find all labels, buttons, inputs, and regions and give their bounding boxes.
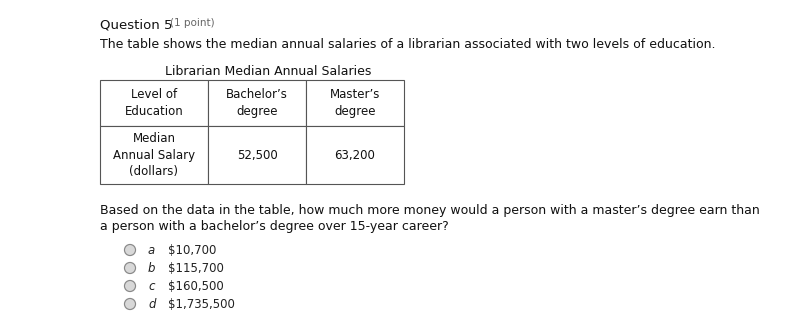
Circle shape	[125, 280, 135, 292]
Circle shape	[125, 263, 135, 273]
Bar	[306, 126, 404, 184]
Bar	[100, 80, 208, 126]
Bar	[208, 126, 306, 184]
Text: Level of
Education: Level of Education	[125, 88, 183, 118]
Text: Bachelor’s
degree: Bachelor’s degree	[226, 88, 288, 118]
Text: 52,500: 52,500	[237, 149, 278, 161]
Text: Master’s
degree: Master’s degree	[330, 88, 380, 118]
Text: Based on the data in the table, how much more money would a person with a master: Based on the data in the table, how much…	[100, 204, 760, 217]
Text: d: d	[148, 298, 155, 310]
Text: Question 5: Question 5	[100, 18, 173, 31]
Text: Median
Annual Salary
(dollars): Median Annual Salary (dollars)	[113, 131, 195, 179]
Text: a: a	[148, 243, 155, 256]
Text: $1,735,500: $1,735,500	[168, 298, 235, 310]
Text: (1 point): (1 point)	[170, 18, 214, 28]
Circle shape	[125, 244, 135, 256]
Bar	[208, 80, 306, 126]
Circle shape	[125, 299, 135, 309]
Text: $10,700: $10,700	[168, 243, 216, 256]
Text: b: b	[148, 262, 155, 275]
Text: $160,500: $160,500	[168, 279, 224, 293]
Bar	[306, 80, 404, 126]
Text: Librarian Median Annual Salaries: Librarian Median Annual Salaries	[165, 65, 371, 78]
Text: a person with a bachelor’s degree over 15-year career?: a person with a bachelor’s degree over 1…	[100, 220, 449, 233]
Text: c: c	[148, 279, 154, 293]
Text: 63,200: 63,200	[334, 149, 375, 161]
Bar	[100, 126, 208, 184]
Text: The table shows the median annual salaries of a librarian associated with two le: The table shows the median annual salari…	[100, 38, 715, 51]
Text: $115,700: $115,700	[168, 262, 224, 275]
